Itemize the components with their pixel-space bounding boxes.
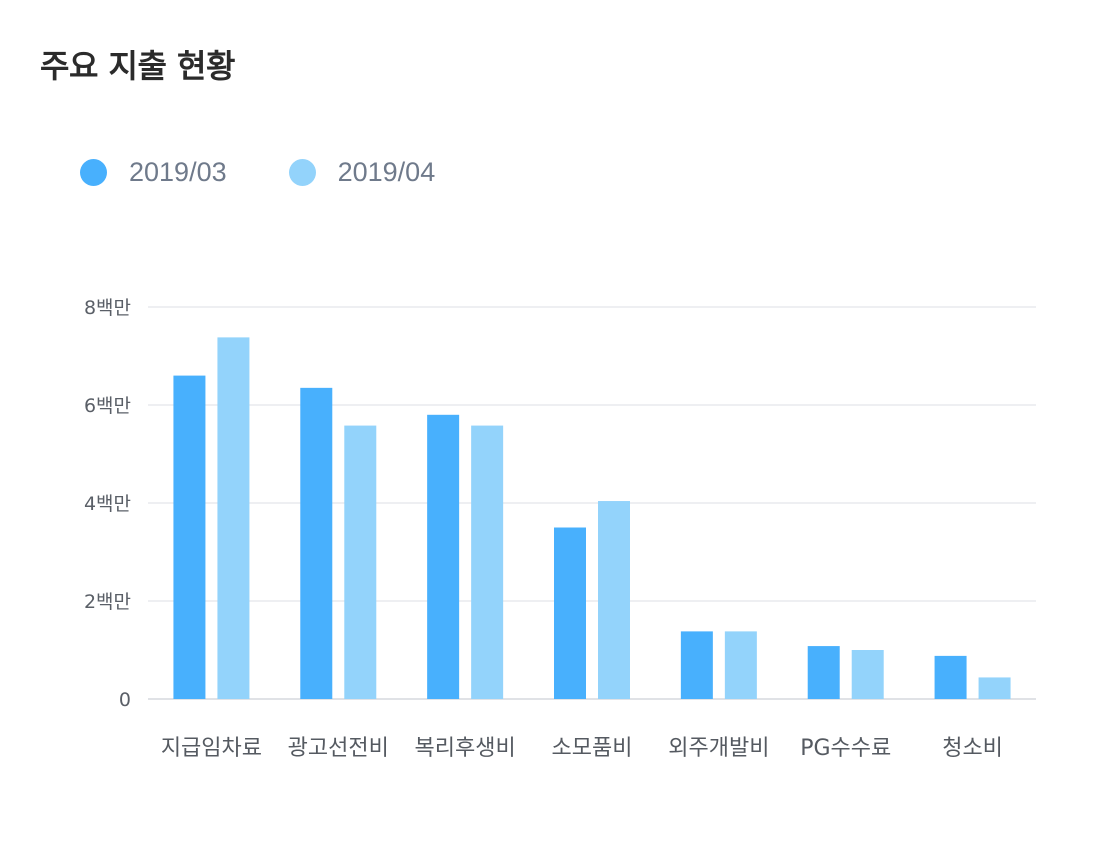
- legend-swatch-series-1: [80, 158, 107, 186]
- y-tick-label: 4백만: [84, 493, 131, 515]
- chart-title: 주요 지출 현황: [40, 47, 235, 85]
- legend-swatch-series-2: [288, 158, 316, 186]
- bar-series-1-5: [680, 631, 713, 699]
- y-tick-label: 6백만: [84, 395, 131, 417]
- bar-series-1-7: [934, 655, 967, 699]
- x-category-label: 지급임차료: [161, 736, 262, 761]
- bar-series-2-3: [471, 425, 504, 699]
- legend-label-series-1: 2019/03: [129, 157, 227, 187]
- legend: 2019/03 2019/04: [80, 152, 497, 192]
- bar-series-1-2: [300, 387, 333, 699]
- bar-series-1-4: [554, 527, 586, 699]
- x-category-label: 외주개발비: [668, 736, 769, 761]
- legend-item-series-1[interactable]: 2019/03: [80, 152, 227, 192]
- bar-series-2-2: [344, 425, 377, 699]
- x-category-label: 소모품비: [552, 736, 633, 761]
- y-axis: 0 2백만 4백만 6백만 8백만: [84, 297, 131, 711]
- bars: [173, 337, 1011, 699]
- legend-label-series-2: 2019/04: [337, 157, 436, 187]
- y-tick-label: 8백만: [84, 297, 131, 319]
- bar-series-2-4: [598, 501, 630, 699]
- bar-series-1-6: [807, 646, 840, 699]
- x-category-label: 광고선전비: [288, 736, 389, 761]
- x-category-label: 복리후생비: [415, 736, 516, 761]
- y-tick-label: 0: [119, 689, 131, 711]
- bar-series-1-1: [173, 375, 206, 699]
- bar-series-2-1: [217, 337, 250, 699]
- x-category-label: 청소비: [942, 736, 1003, 761]
- bar-series-1-3: [427, 414, 460, 699]
- bar-series-2-7: [978, 677, 1011, 699]
- x-category-label: PG수수료: [800, 736, 891, 761]
- y-tick-label: 2백만: [84, 591, 131, 613]
- bar-series-2-5: [724, 631, 757, 699]
- legend-item-series-2[interactable]: 2019/04: [288, 152, 436, 192]
- bar-series-2-6: [851, 650, 884, 699]
- grid-lines: [148, 306, 1036, 700]
